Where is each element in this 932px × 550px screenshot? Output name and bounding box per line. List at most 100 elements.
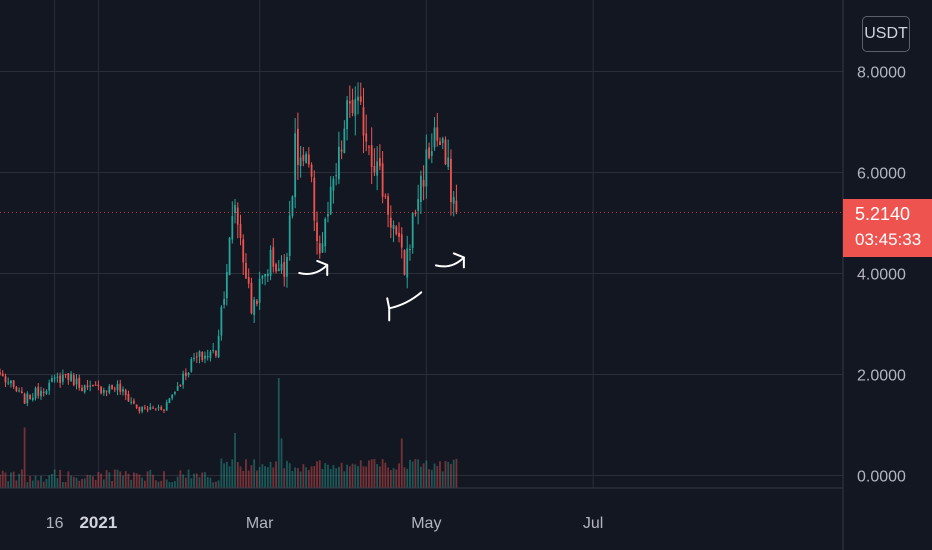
candle-body — [119, 383, 122, 392]
volume-bar — [111, 481, 113, 488]
volume-bar — [332, 465, 335, 488]
currency-button[interactable]: USDT — [862, 16, 910, 52]
candle-body — [102, 389, 105, 393]
volume-bar — [220, 458, 223, 488]
x-tick-label: 16 — [46, 515, 64, 532]
volume-bar — [247, 470, 250, 488]
volume-bar — [217, 480, 220, 488]
candle-body — [250, 282, 253, 314]
volume-bar — [433, 463, 436, 488]
volume-bar — [403, 467, 406, 488]
volume-bar — [70, 475, 72, 488]
volume-bar — [378, 466, 381, 488]
volume-bar — [97, 472, 100, 488]
volume-bar — [387, 467, 389, 488]
candle-body — [51, 378, 53, 382]
volume-bar — [190, 478, 193, 488]
candle-body — [31, 397, 34, 401]
volume-bar — [329, 468, 332, 488]
volume-bar — [269, 461, 272, 488]
candle-body — [452, 197, 455, 204]
volume-bar — [157, 481, 160, 488]
candle-body — [143, 407, 146, 409]
candle-body — [373, 166, 376, 173]
candle-body — [34, 388, 37, 399]
candle-body — [370, 145, 373, 167]
volume-bar — [439, 461, 441, 488]
candle-body — [368, 146, 370, 148]
candle-body — [97, 384, 100, 387]
y-tick-label: 8.0000 — [857, 65, 906, 82]
candle-body — [231, 216, 234, 240]
bar-countdown: 03:45:33 — [855, 230, 922, 249]
candle-body — [10, 380, 12, 384]
candle-body — [70, 373, 72, 382]
volume-bar — [160, 480, 163, 488]
candle-body — [439, 141, 441, 146]
candle-body — [286, 257, 288, 277]
candle-body — [392, 225, 395, 229]
candle-body — [81, 387, 83, 391]
x-tick-label: Mar — [246, 515, 274, 532]
volume-bar — [45, 479, 48, 488]
volume-bar — [316, 461, 318, 488]
candle-body — [146, 409, 149, 411]
volume-bar — [370, 459, 373, 488]
volume-bar — [389, 470, 392, 488]
candle-body — [351, 99, 354, 114]
volume-bar — [176, 476, 179, 488]
volume-bar — [400, 438, 403, 488]
candle-body — [362, 107, 365, 136]
volume-bar — [1, 470, 4, 488]
candle-body — [430, 151, 433, 156]
volume-bar — [130, 479, 133, 488]
candle-body — [277, 268, 280, 272]
candle-body — [67, 373, 70, 380]
volume-bar — [138, 474, 141, 488]
candle-body — [100, 386, 103, 394]
volume-bar — [86, 474, 89, 488]
candle-body — [313, 177, 316, 221]
candle-body — [387, 196, 389, 215]
candle-body — [411, 213, 414, 249]
volume-bar — [154, 480, 157, 488]
candle-body — [184, 372, 187, 377]
candle-body — [176, 386, 179, 391]
volume-bar — [452, 459, 455, 488]
candle-body — [157, 407, 160, 409]
volume-bar — [307, 470, 310, 488]
volume-bar — [193, 473, 195, 488]
candle-body — [417, 199, 420, 211]
volume-bar — [7, 481, 10, 488]
y-tick-label: 4.0000 — [857, 267, 906, 284]
candle-body — [441, 138, 444, 144]
volume-bar — [67, 471, 70, 488]
candle-body — [447, 157, 450, 167]
volume-bar — [116, 469, 119, 488]
candle-body — [141, 406, 144, 412]
volume-bar — [395, 469, 398, 488]
candle-body — [324, 218, 327, 247]
volume-bar — [124, 471, 127, 488]
candle-body — [316, 222, 318, 242]
volume-bar — [75, 477, 78, 488]
candle-body — [12, 380, 15, 387]
volume-bar — [299, 471, 302, 488]
annotation-arrow-head — [386, 297, 391, 322]
volume-bar — [261, 464, 264, 488]
candle-body — [45, 390, 48, 394]
volume-bar — [428, 469, 430, 488]
candle-body — [261, 275, 264, 279]
volume-bar — [351, 463, 354, 488]
volume-bar — [0, 474, 1, 488]
volume-bar — [354, 464, 357, 488]
volume-bar — [100, 473, 103, 488]
volume-bar — [143, 480, 146, 488]
volume-bar — [409, 459, 411, 488]
candle-body — [26, 393, 29, 404]
candle-body — [83, 385, 86, 393]
volume-bar — [165, 479, 168, 488]
candle-body — [1, 373, 4, 377]
volume-bar — [239, 466, 242, 488]
